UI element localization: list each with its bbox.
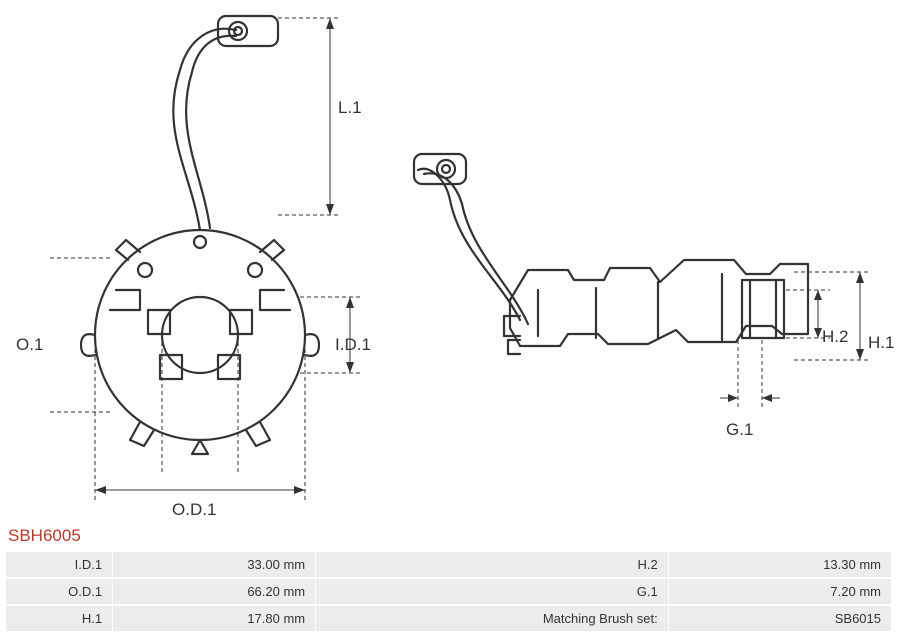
spec-label: I.D.1: [6, 552, 112, 577]
spec-label: H.1: [6, 606, 112, 631]
spec-table: I.D.1 33.00 mm H.2 13.30 mm O.D.1 66.20 …: [5, 550, 892, 633]
side-view-drawing: [390, 140, 890, 470]
spec-value: 66.20 mm: [113, 579, 315, 604]
spec-value: 13.30 mm: [669, 552, 891, 577]
label-l1: L.1: [338, 98, 362, 118]
part-number: SBH6005: [8, 526, 81, 546]
diagram-area: O.1 I.D.1 O.D.1 L.1 H.1 H.2 G.1: [0, 0, 897, 520]
table-row: O.D.1 66.20 mm G.1 7.20 mm: [6, 579, 891, 604]
front-view-drawing: [40, 10, 390, 520]
spec-value: 33.00 mm: [113, 552, 315, 577]
label-g1: G.1: [726, 420, 753, 440]
table-row: I.D.1 33.00 mm H.2 13.30 mm: [6, 552, 891, 577]
spec-value: 7.20 mm: [669, 579, 891, 604]
spec-label: H.2: [316, 552, 668, 577]
label-od1: O.D.1: [172, 500, 216, 520]
spec-value: SB6015: [669, 606, 891, 631]
label-h2: H.2: [822, 327, 848, 347]
spec-label: G.1: [316, 579, 668, 604]
spec-label: O.D.1: [6, 579, 112, 604]
label-id1: I.D.1: [335, 335, 371, 355]
spec-value: 17.80 mm: [113, 606, 315, 631]
label-h1: H.1: [868, 333, 894, 353]
spec-label: Matching Brush set:: [316, 606, 668, 631]
table-row: H.1 17.80 mm Matching Brush set: SB6015: [6, 606, 891, 631]
label-o1: O.1: [16, 335, 43, 355]
